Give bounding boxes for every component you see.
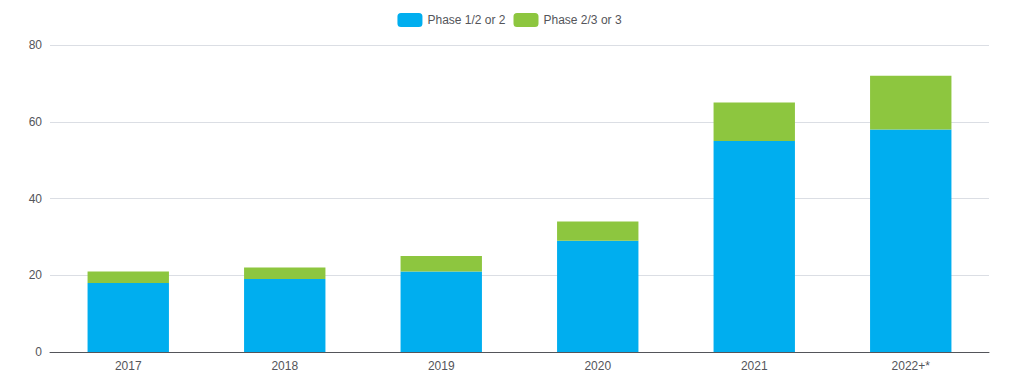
svg-text:2022+*: 2022+* <box>892 359 931 373</box>
svg-text:2019: 2019 <box>428 359 455 373</box>
svg-text:Phase 1/2 or 2: Phase 1/2 or 2 <box>427 13 505 27</box>
svg-text:2017: 2017 <box>115 359 142 373</box>
svg-text:80: 80 <box>29 38 43 52</box>
svg-text:2020: 2020 <box>584 359 611 373</box>
svg-text:40: 40 <box>29 192 43 206</box>
svg-text:60: 60 <box>29 115 43 129</box>
svg-text:2018: 2018 <box>271 359 298 373</box>
svg-text:2021: 2021 <box>741 359 768 373</box>
svg-text:0: 0 <box>35 345 42 359</box>
svg-text:20: 20 <box>29 268 43 282</box>
svg-text:Phase 2/3 or 3: Phase 2/3 or 3 <box>544 13 622 27</box>
